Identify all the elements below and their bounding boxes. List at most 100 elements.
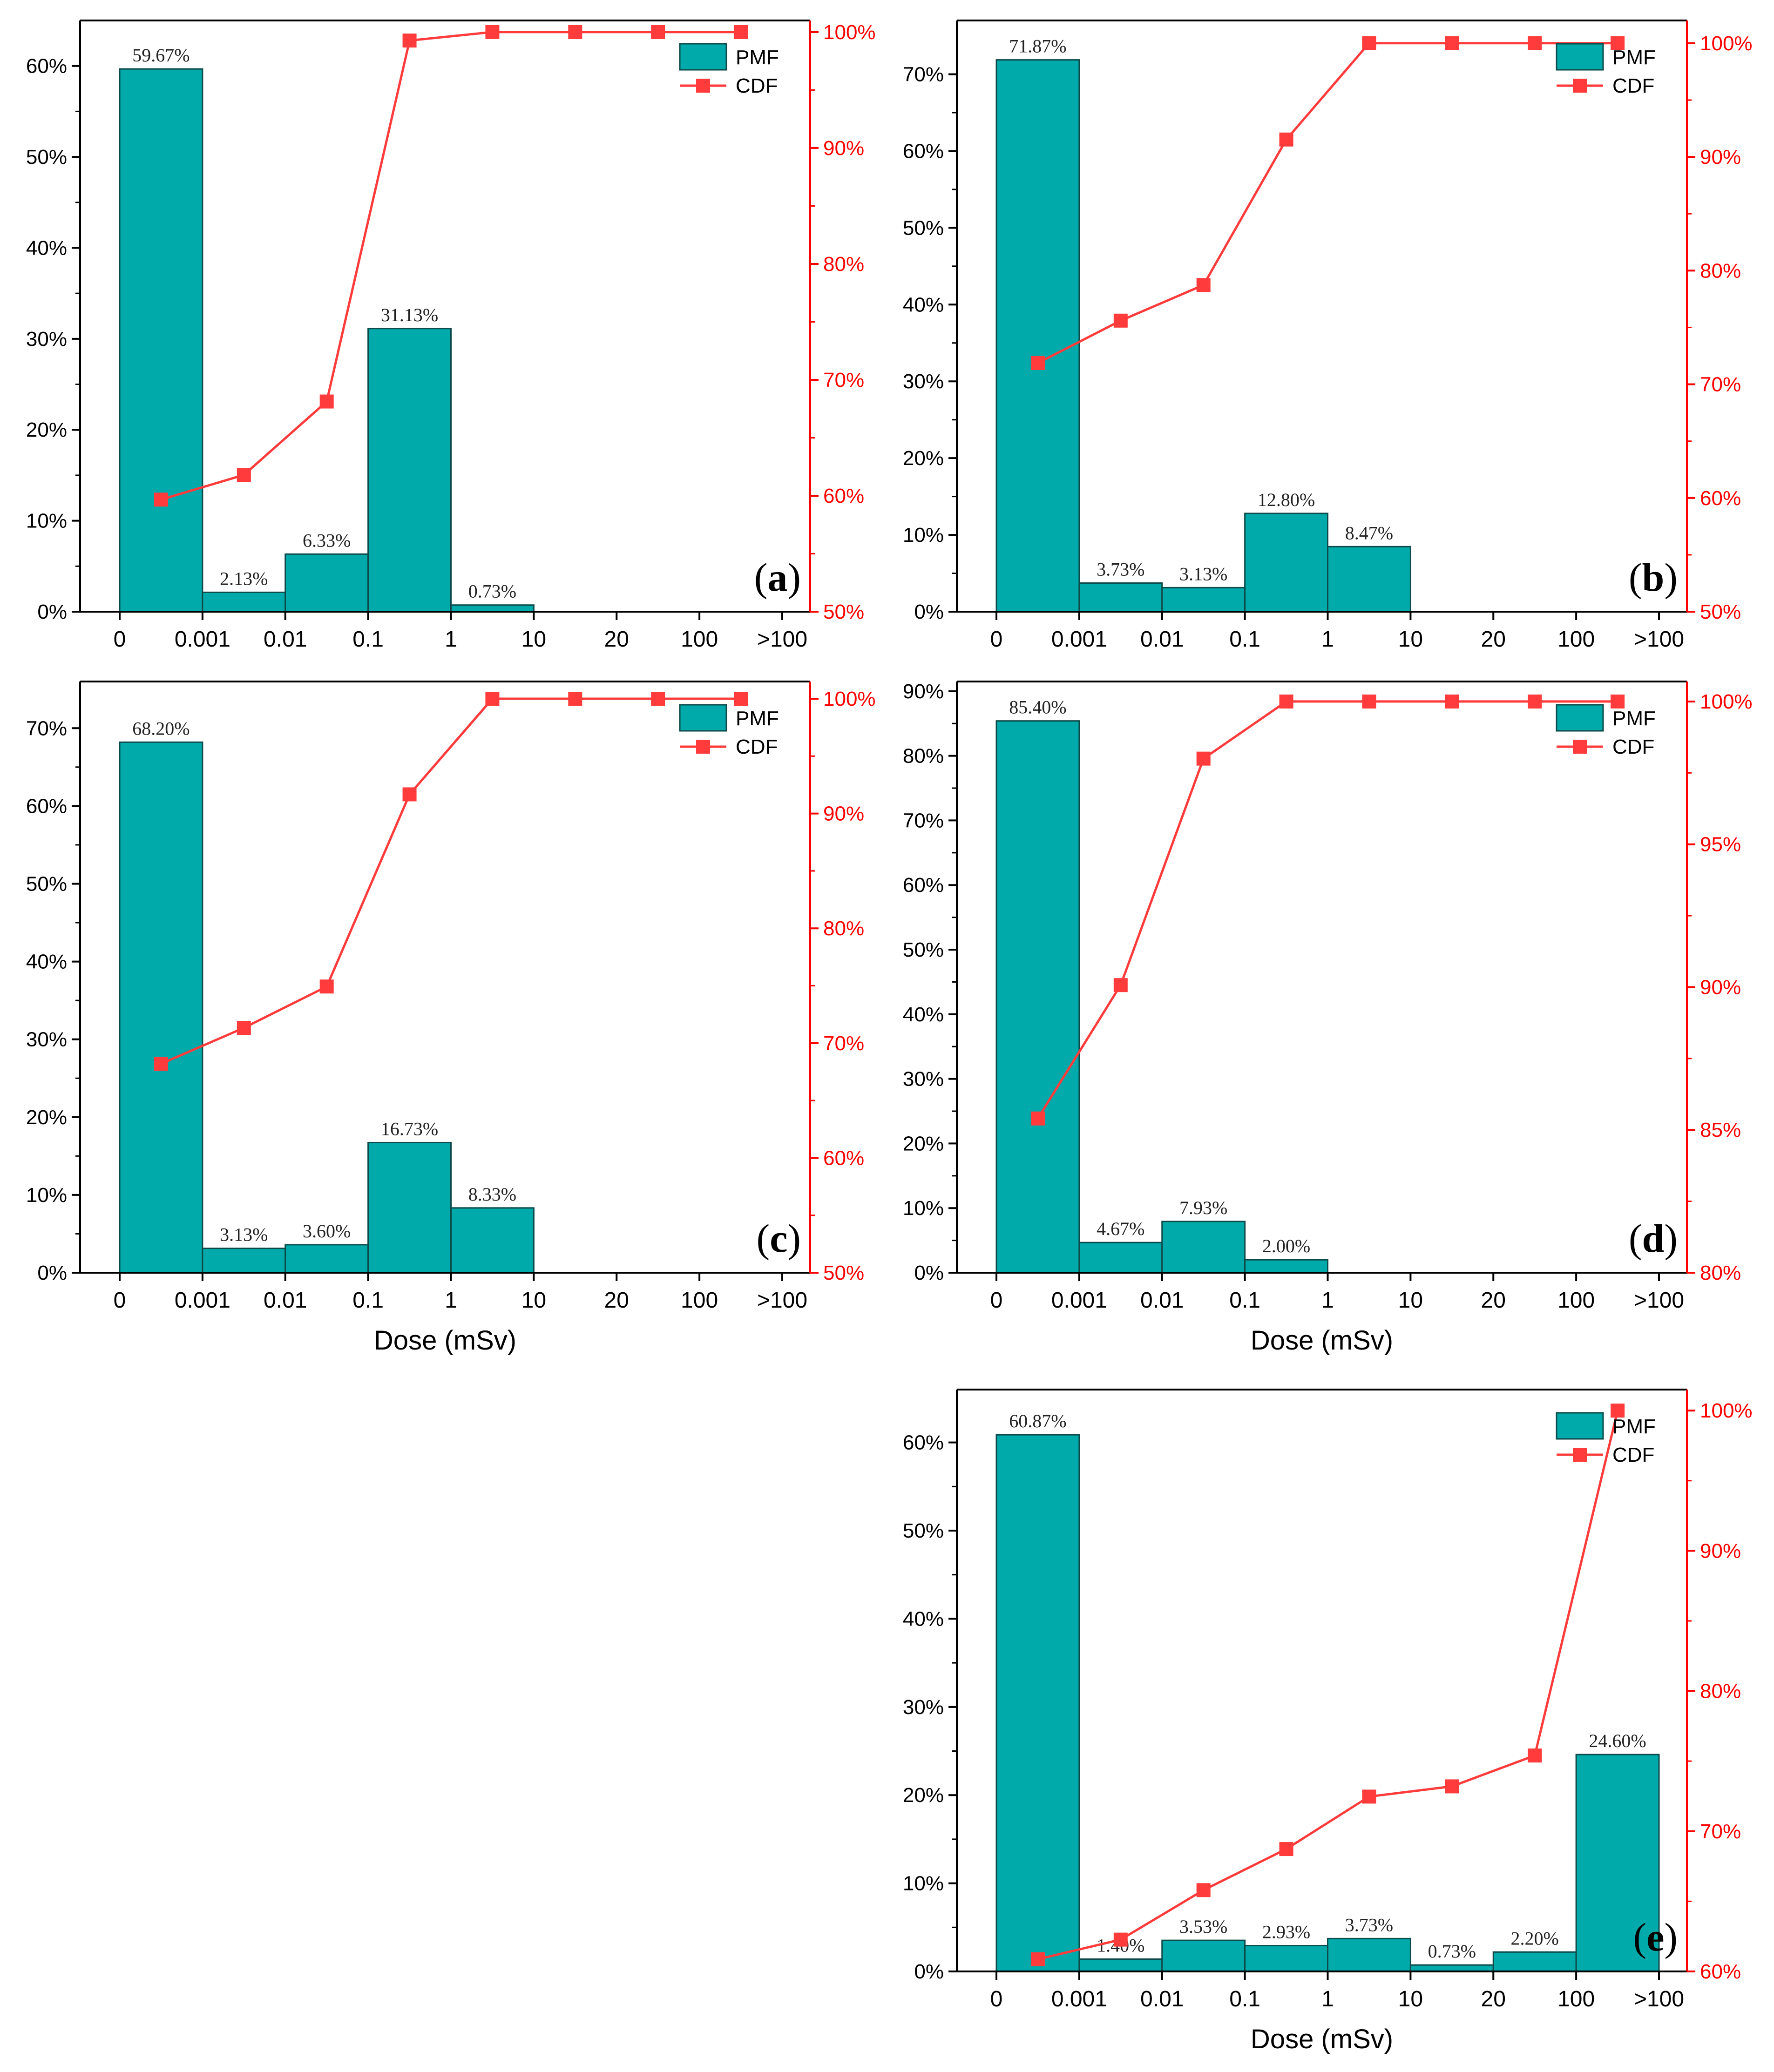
bar-a-4 — [450, 604, 535, 613]
x-tick-label-c-7: 100 — [681, 1288, 718, 1313]
y2-tick-label-b-5: 100% — [1700, 32, 1753, 55]
x-tick-label-b-7: 100 — [1557, 627, 1595, 652]
cdf-line-d — [1036, 700, 1618, 1120]
cdf-point-b-7 — [1611, 36, 1625, 50]
y-tick-label-e-4: 40% — [903, 1607, 944, 1630]
bar-a-0 — [119, 68, 203, 613]
bar-d-0 — [995, 720, 1080, 1274]
x-tick-label-d-6: 20 — [1481, 1288, 1506, 1313]
legend-pmf-label-c: PMF — [736, 707, 779, 730]
y2-tick-label-c-5: 100% — [823, 688, 876, 710]
bar-label-a-0: 59.67% — [132, 45, 190, 66]
legend-e: PMF CDF — [1556, 1412, 1656, 1466]
panel-label-a: (a) — [754, 555, 801, 600]
cdf-point-b-2 — [1196, 278, 1211, 292]
chart-panel-e: 60.87%1.40%3.53%2.93%3.73%0.73%2.20%24.6… — [903, 1389, 1753, 2054]
bar-label-c-3: 16.73% — [381, 1118, 438, 1139]
legend-c: PMF CDF — [679, 704, 779, 758]
x-tick-label-b-2: 0.01 — [1140, 627, 1184, 652]
bar-b-1 — [1078, 582, 1163, 613]
bar-label-b-1: 3.73% — [1097, 559, 1144, 580]
y-tick-label-b-5: 50% — [903, 216, 944, 239]
bar-b-2 — [1161, 587, 1246, 613]
y2-tick-label-d-4: 100% — [1700, 690, 1753, 713]
y-tick-label-b-2: 20% — [903, 447, 944, 470]
y-tick-label-b-3: 30% — [903, 370, 944, 393]
bar-d-2 — [1161, 1221, 1246, 1274]
y2-tick-label-b-1: 60% — [1700, 487, 1741, 510]
panel-label-open-a: ( — [754, 555, 768, 600]
x-tick-label-c-5: 10 — [521, 1288, 546, 1313]
y-tick-label-e-0: 0% — [914, 1960, 944, 1983]
x-tick-label-c-3: 0.1 — [352, 1288, 384, 1313]
y-tick-label-e-2: 20% — [903, 1784, 944, 1807]
x-tick-label-b-6: 20 — [1481, 627, 1506, 652]
cdf-point-b-0 — [1030, 356, 1045, 370]
panel-label-letter-e: e — [1646, 1915, 1664, 1959]
x-tick-label-e-2: 0.01 — [1140, 1987, 1184, 2011]
panel-label-letter-b: b — [1642, 555, 1665, 600]
panel-label-d: (d) — [1629, 1216, 1678, 1261]
bar-e-4 — [1327, 1937, 1411, 1972]
x-tick-label-d-1: 0.001 — [1051, 1288, 1107, 1313]
y-tick-label-a-3: 30% — [26, 328, 67, 351]
y-tick-label-d-9: 90% — [903, 680, 944, 703]
cdf-point-b-6 — [1528, 36, 1542, 50]
bar-c-1 — [202, 1248, 286, 1274]
x-tick-label-b-1: 0.001 — [1051, 627, 1107, 652]
chart-panel-c: 68.20% 3.13% 3.60% 16.73% 8.33% 0% 10% 20% 30% 40… — [26, 681, 876, 1356]
bar-c-4 — [450, 1207, 535, 1274]
x-tick-label-b-5: 10 — [1398, 627, 1423, 652]
y2-tick-label-b-2: 70% — [1700, 373, 1741, 396]
bar-e-5 — [1409, 1964, 1494, 1972]
y-tick-label-e-6: 60% — [903, 1431, 944, 1454]
legend-cdf-label-b: CDF — [1612, 74, 1654, 97]
y-tick-label-c-1: 10% — [26, 1184, 67, 1207]
x-tick-label-a-7: 100 — [681, 627, 718, 652]
y-tick-label-c-2: 20% — [26, 1106, 67, 1129]
x-axis-title-e: Dose (mSv) — [1251, 2024, 1393, 2054]
x-axis-title-d: Dose (mSv) — [1251, 1325, 1393, 1356]
cdf-line-a — [161, 31, 741, 501]
cdf-point-c-5 — [568, 691, 582, 706]
x-tick-label-e-8: >100 — [1634, 1987, 1684, 2011]
y2-tick-label-c-4: 90% — [823, 803, 864, 825]
y-tick-label-d-8: 80% — [903, 745, 944, 768]
bar-label-d-3: 2.00% — [1262, 1235, 1310, 1256]
bar-label-e-2: 3.53% — [1179, 1916, 1227, 1937]
x-tick-label-c-8: >100 — [757, 1288, 807, 1313]
y-tick-label-b-6: 60% — [903, 140, 944, 162]
bar-label-c-4: 8.33% — [468, 1184, 516, 1205]
x-tick-label-c-0: 0 — [114, 1288, 126, 1313]
bar-label-e-4: 3.73% — [1345, 1914, 1393, 1935]
y-tick-label-c-7: 70% — [26, 717, 67, 740]
x-tick-label-a-8: >100 — [757, 627, 807, 652]
y2-tick-label-c-1: 60% — [823, 1147, 864, 1169]
x-tick-label-d-5: 10 — [1398, 1288, 1423, 1313]
bar-e-2 — [1161, 1939, 1246, 1972]
bar-a-3 — [367, 328, 452, 613]
x-tick-label-e-0: 0 — [990, 1987, 1003, 2011]
cdf-point-d-7 — [1611, 694, 1625, 709]
cdf-point-a-6 — [651, 25, 665, 39]
y-tick-label-c-6: 60% — [26, 795, 67, 817]
bar-label-a-4: 0.73% — [468, 581, 516, 602]
y2-tick-label-c-3: 80% — [823, 917, 864, 940]
y2-tick-label-d-0: 80% — [1700, 1262, 1741, 1284]
cdf-point-e-6 — [1528, 1748, 1542, 1763]
bar-label-b-0: 71.87% — [1009, 36, 1066, 57]
y-tick-label-e-5: 50% — [903, 1519, 944, 1542]
legend-pmf-swatch-c — [679, 704, 727, 732]
panel-label-open-e: ( — [1633, 1915, 1647, 1959]
y2-tick-label-c-2: 70% — [823, 1032, 864, 1055]
bar-label-c-2: 3.60% — [303, 1221, 351, 1242]
x-tick-label-b-8: >100 — [1634, 627, 1684, 652]
cdf-point-c-4 — [485, 691, 500, 706]
legend-pmf-label-a: PMF — [736, 46, 779, 69]
x-tick-label-a-4: 1 — [445, 627, 457, 652]
x-tick-label-d-0: 0 — [990, 1288, 1003, 1313]
chart-panel-d: 85.40% 4.67% 7.93% 2.00% 0% 10% 20% 30% 40% 50% 60… — [903, 680, 1753, 1356]
legend-a: PMF CDF — [679, 43, 779, 97]
y-tick-label-b-4: 40% — [903, 293, 944, 316]
cdf-line-b — [1037, 42, 1618, 364]
